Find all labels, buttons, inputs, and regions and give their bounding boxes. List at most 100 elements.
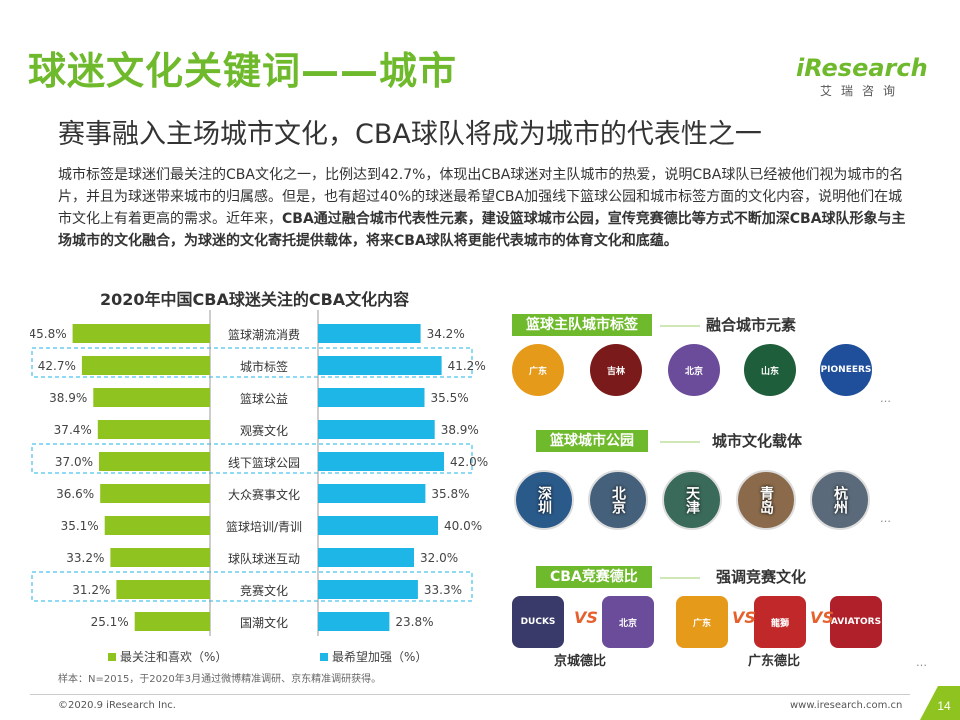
vs-mark: VS	[732, 608, 756, 627]
data-label-strengthen: 40.0%	[444, 519, 482, 533]
legend-swatch-green	[108, 652, 116, 661]
body-text-plain: 城市标签是球迷们最关注的CBA文化之一，比例达到42.7%，体现出CBA球迷对主…	[58, 167, 904, 227]
bar-attention	[81, 356, 211, 375]
data-label-strengthen: 41.2%	[448, 359, 486, 373]
pill-divider	[660, 577, 700, 579]
legend-label-2: 最希望加强（%）	[332, 650, 428, 664]
logo-main: iResearch	[796, 54, 928, 82]
website: www.iresearch.com.cn	[790, 700, 903, 711]
park-city-label: 天津	[684, 486, 700, 514]
category-label: 国潮文化	[240, 615, 288, 630]
data-label-strengthen: 38.9%	[441, 423, 479, 437]
bar-strengthen	[318, 356, 442, 375]
bar-strengthen	[318, 516, 438, 535]
data-label-attention: 33.2%	[66, 551, 104, 565]
data-label-attention: 35.1%	[61, 519, 99, 533]
bar-strengthen	[318, 420, 435, 439]
bar-attention	[72, 324, 210, 343]
bar-attention	[97, 420, 210, 439]
team-logo: 山东	[744, 344, 796, 396]
more-ellipsis: …	[880, 392, 891, 405]
bar-strengthen	[318, 388, 425, 407]
highlight-box	[31, 443, 473, 474]
butterfly-bar-chart: 45.8% 34.2% 篮球潮流消费 42.7% 41.2% 城市标签 38.9% 35.5%…	[30, 310, 488, 636]
legend-swatch-blue	[320, 652, 328, 661]
label-merge-city: 融合城市元素	[706, 316, 797, 334]
data-label-attention: 31.2%	[72, 583, 110, 597]
iresearch-logo: iResearch 艾瑞咨询	[796, 54, 928, 99]
vs-mark: VS	[810, 608, 834, 627]
derby-team-logo: 龍獅	[754, 596, 806, 648]
pill-city-park: 篮球城市公园	[536, 430, 648, 452]
bar-attention	[134, 612, 210, 631]
bar-attention	[93, 388, 210, 407]
derby-team-logo: 北京	[602, 596, 654, 648]
label-culture-carrier: 城市文化载体	[712, 432, 803, 450]
bar-attention	[110, 548, 210, 567]
park-city-label: 深圳	[536, 486, 552, 514]
data-label-strengthen: 35.8%	[431, 487, 469, 501]
category-label: 篮球公益	[240, 391, 288, 406]
data-label-strengthen: 34.2%	[427, 327, 465, 341]
data-label-attention: 38.9%	[49, 391, 87, 405]
derby-label-guangdong: 广东德比	[748, 654, 801, 669]
page-subtitle: 赛事融入主场城市文化，CBA球队将成为城市的代表性之一	[58, 119, 762, 150]
page-number: 14	[937, 699, 951, 713]
logo-sub: 艾瑞咨询	[820, 84, 905, 98]
park-city-label: 北京	[610, 486, 626, 514]
data-label-strengthen: 23.8%	[395, 615, 433, 629]
bar-strengthen	[318, 324, 421, 343]
footer-divider	[30, 694, 910, 695]
park-photo: 天津	[662, 470, 722, 530]
derby-team-logo: DUCKS	[512, 596, 564, 648]
body-text-bold: CBA通过融合城市代表性元素，建设篮球城市公园，宣传竞赛德比等方式不断加深CBA…	[58, 211, 906, 249]
derby-team-logo: AVIATORS	[830, 596, 882, 648]
category-label: 篮球潮流消费	[228, 327, 300, 342]
data-label-strengthen: 32.0%	[420, 551, 458, 565]
more-ellipsis: …	[916, 656, 927, 669]
park-photo: 杭州	[810, 470, 870, 530]
copyright: ©2020.9 iResearch Inc.	[58, 700, 176, 711]
data-label-strengthen: 35.5%	[431, 391, 469, 405]
category-label: 球队球迷互动	[228, 551, 300, 566]
pill-divider	[660, 325, 700, 327]
category-label: 城市标签	[240, 359, 288, 374]
chart-title: 2020年中国CBA球迷关注的CBA文化内容	[100, 290, 410, 309]
park-city-label: 杭州	[832, 486, 848, 514]
team-logo: 广东	[512, 344, 564, 396]
park-photo: 深圳	[514, 470, 574, 530]
park-city-label: 青岛	[758, 486, 774, 514]
data-label-attention: 37.4%	[54, 423, 92, 437]
bar-strengthen	[318, 580, 418, 599]
page-title: 球迷文化关键词——城市	[28, 49, 458, 93]
label-competition: 强调竞赛文化	[716, 568, 807, 586]
pill-team-city-tag: 篮球主队城市标签	[512, 314, 652, 336]
highlight-box	[31, 571, 473, 602]
more-ellipsis: …	[880, 512, 891, 525]
category-label: 大众赛事文化	[228, 487, 300, 502]
category-label: 观赛文化	[240, 423, 288, 438]
park-photo: 青岛	[736, 470, 796, 530]
team-logo: 北京	[668, 344, 720, 396]
bar-attention	[99, 452, 210, 471]
category-label: 篮球培训/青训	[226, 519, 302, 534]
sample-note: 样本：N=2015，于2020年3月通过微博精准调研、京东精准调研获得。	[58, 674, 382, 685]
team-logo: 吉林	[590, 344, 642, 396]
bar-attention	[100, 484, 210, 503]
body-paragraph: 城市标签是球迷们最关注的CBA文化之一，比例达到42.7%，体现出CBA球迷对主…	[58, 164, 910, 252]
legend-label-1: 最关注和喜欢（%）	[120, 650, 228, 664]
park-photo: 北京	[588, 470, 648, 530]
data-label-strengthen: 42.0%	[450, 455, 488, 469]
derby-team-logo: 广东	[676, 596, 728, 648]
legend-series-1: 最关注和喜欢（%）	[108, 648, 227, 665]
data-label-strengthen: 33.3%	[424, 583, 462, 597]
bar-attention	[116, 580, 210, 599]
pill-derby: CBA竞赛德比	[536, 566, 652, 588]
category-label: 竞赛文化	[240, 583, 288, 598]
legend-series-2: 最希望加强（%）	[320, 648, 427, 665]
data-label-attention: 45.8%	[30, 327, 67, 341]
bar-strengthen	[318, 548, 414, 567]
bar-strengthen	[318, 484, 426, 503]
derby-label-beijing: 京城德比	[554, 654, 607, 669]
pill-divider	[660, 441, 700, 443]
